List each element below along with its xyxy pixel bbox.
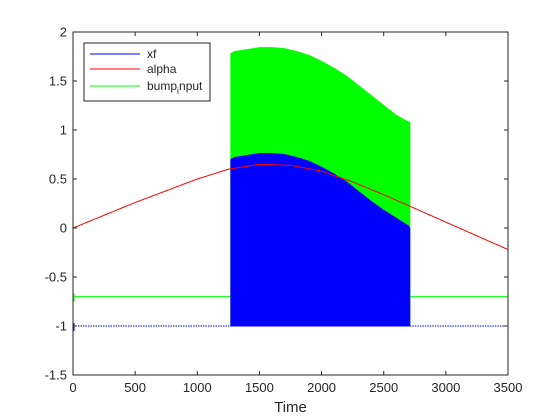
legend-label-bump-suffix: nput [179, 79, 203, 93]
x-tick-label: 0 [69, 380, 76, 395]
legend-label-alpha: alpha [147, 62, 177, 76]
y-tick-label: 1 [60, 123, 67, 138]
y-tick-label: -1.5 [45, 368, 67, 383]
x-tick-label: 2000 [307, 380, 336, 395]
x-tick-label: 3000 [431, 380, 460, 395]
y-tick-label: 0.5 [49, 172, 67, 187]
x-axis-label: Time [274, 399, 307, 416]
x-tick-label: 2500 [369, 380, 398, 395]
x-tick-label: 500 [124, 380, 146, 395]
y-tick-label: 1.5 [49, 74, 67, 89]
y-tick-label: 2 [60, 25, 67, 40]
y-tick-label: -1 [55, 319, 67, 334]
legend-label-bump-main: bump [147, 79, 177, 93]
legend: xf alpha bumpinput [84, 43, 210, 101]
y-tick-label: 0 [60, 221, 67, 236]
x-tick-label: 3500 [494, 380, 523, 395]
x-tick-label: 1500 [245, 380, 274, 395]
x-tick-label: 1000 [183, 380, 212, 395]
y-tick-label: -0.5 [45, 270, 67, 285]
legend-label-xf: xf [147, 47, 157, 61]
